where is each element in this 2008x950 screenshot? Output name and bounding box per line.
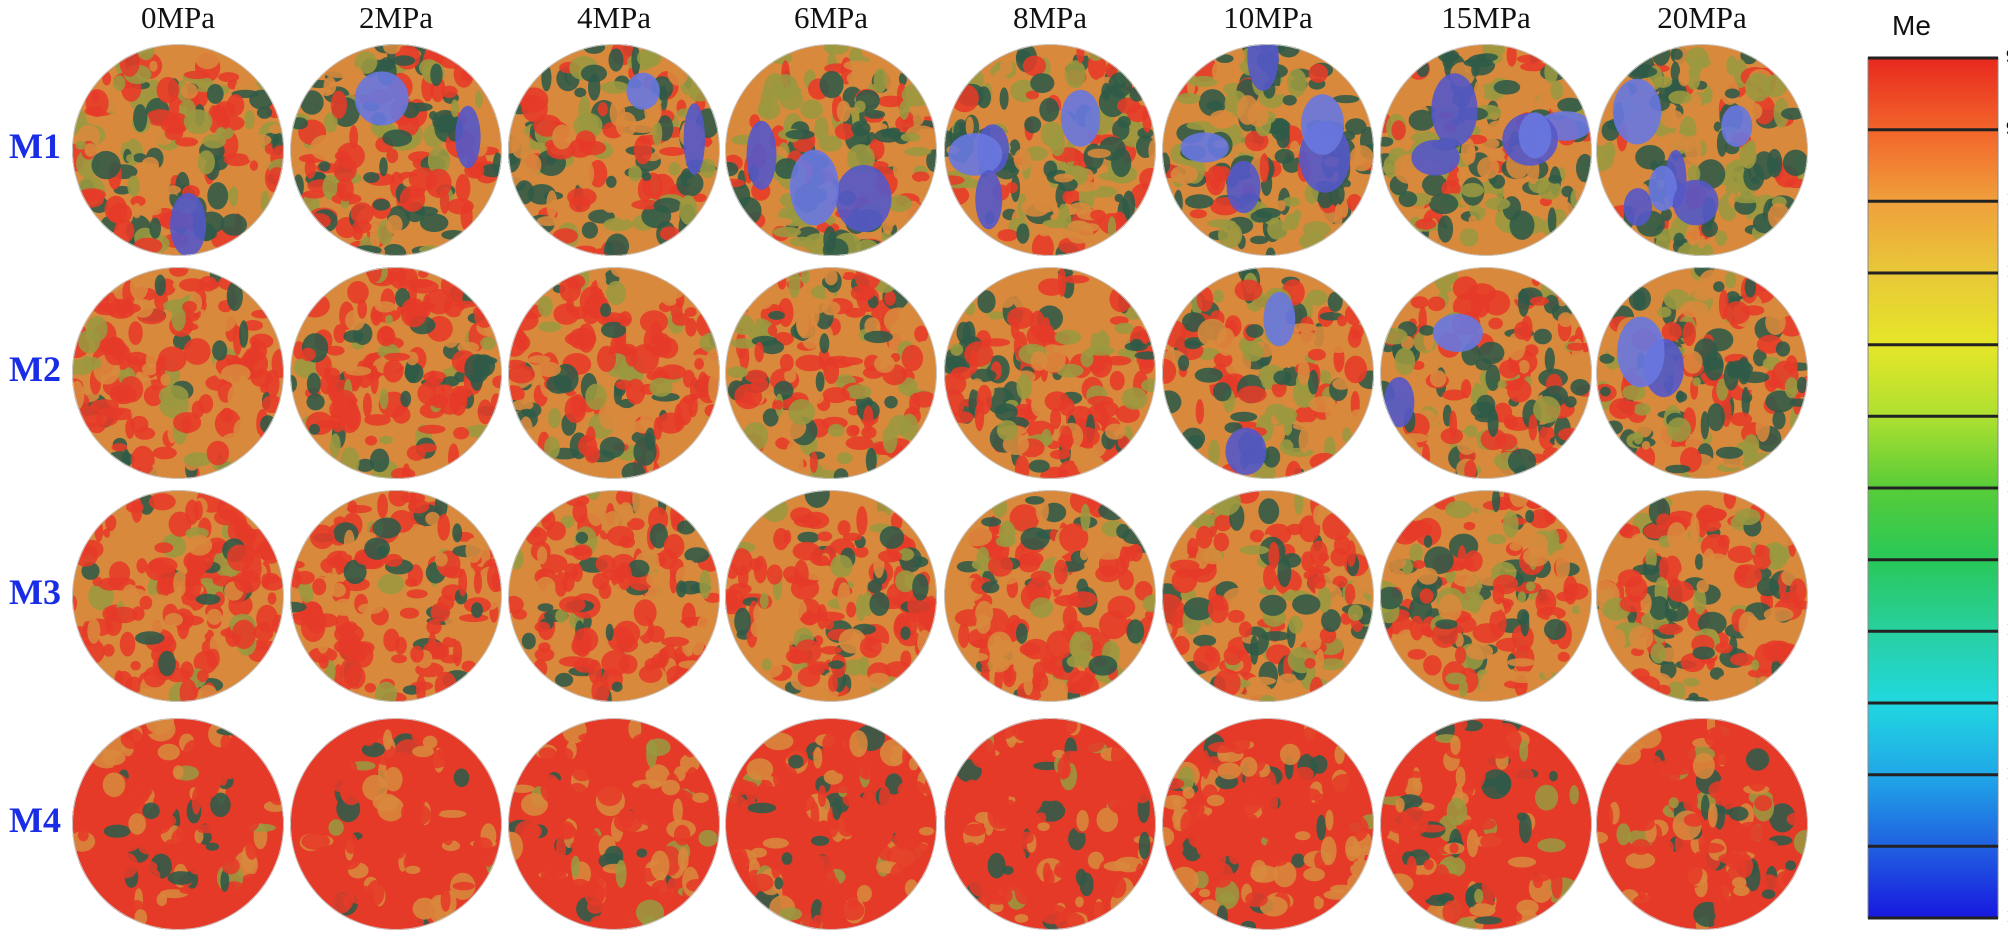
contour-disc-m4-6mpa — [725, 718, 937, 930]
contour-disc-m4-20mpa — [1596, 718, 1808, 930]
contour-disc-m2-8mpa — [944, 267, 1156, 479]
column-label-1: 2MPa — [358, 0, 434, 35]
legend-tick-label-0: 934.44 — [2006, 46, 2008, 68]
contour-disc-m3-8mpa — [944, 490, 1156, 702]
contour-disc-m3-2mpa — [290, 490, 502, 702]
contour-disc-m4-10mpa — [1162, 718, 1374, 930]
contour-disc-m3-20mpa — [1596, 490, 1808, 702]
contour-disc-m4-0mpa — [72, 718, 284, 930]
column-label-2: 4MPa — [576, 0, 652, 35]
contour-grid — [72, 44, 1808, 930]
column-label-7: 20MPa — [1657, 0, 1747, 35]
contour-disc-m3-15mpa — [1380, 490, 1592, 702]
contour-disc-m2-10mpa — [1162, 267, 1374, 479]
legend-tick-label-4: 1088.36 — [2006, 333, 2008, 355]
contour-disc-m3-6mpa — [725, 490, 937, 702]
legend-tick-label-10: 1319.24 — [2006, 763, 2008, 785]
legend-tick-label-8: 1242.28 — [2006, 619, 2008, 641]
contour-disc-m1-4mpa — [508, 44, 720, 256]
contour-disc-m2-4mpa — [508, 267, 720, 479]
contour-disc-m2-2mpa — [290, 267, 502, 479]
legend-tick-label-11: 1357.72 — [2006, 834, 2008, 856]
legend-tick-label-6: 1165.32 — [2006, 476, 2008, 498]
contour-disc-m4-4mpa — [508, 718, 720, 930]
contour-disc-m1-8mpa — [944, 44, 1156, 256]
legend-title: Me — [1892, 10, 1931, 41]
legend-tick-label-12: 1396.18 — [2006, 906, 2008, 928]
row-label-m3: M3 — [9, 572, 61, 612]
row-label-m1: M1 — [9, 126, 61, 166]
contour-disc-m3-0mpa — [72, 490, 284, 702]
contour-disc-m1-0mpa — [72, 44, 284, 256]
contour-disc-m2-0mpa — [72, 267, 284, 479]
column-label-6: 15MPa — [1441, 0, 1531, 35]
legend-tick-label-7: 1203.8 — [2006, 548, 2008, 570]
column-label-4: 8MPa — [1012, 0, 1088, 35]
column-label-0: 0MPa — [140, 0, 216, 35]
row-label-m4: M4 — [9, 800, 61, 840]
contour-disc-m3-10mpa — [1162, 490, 1374, 702]
contour-disc-m4-2mpa — [290, 718, 502, 930]
legend-tick-label-5: 1126.84 — [2006, 404, 2008, 426]
legend-tick-label-3: 1049.88 — [2006, 261, 2008, 283]
contour-disc-m4-15mpa — [1380, 718, 1592, 930]
contour-disc-m1-10mpa — [1162, 44, 1374, 256]
color-legend — [1867, 56, 1999, 920]
contour-disc-m1-6mpa — [725, 44, 937, 256]
contour-disc-m3-4mpa — [508, 490, 720, 702]
contour-disc-m2-15mpa — [1380, 267, 1592, 479]
row-label-m2: M2 — [9, 349, 61, 389]
legend-tick-label-2: 1011.4 — [2006, 189, 2008, 211]
legend-tick-label-1: 972.92 — [2006, 118, 2008, 140]
contour-disc-m1-20mpa — [1596, 44, 1808, 256]
contour-disc-m4-8mpa — [944, 718, 1156, 930]
column-label-5: 10MPa — [1223, 0, 1313, 35]
legend-tick-label-9: 1280.76 — [2006, 691, 2008, 713]
contour-disc-m1-15mpa — [1380, 44, 1592, 256]
contour-disc-m2-6mpa — [725, 267, 937, 479]
contour-disc-m2-20mpa — [1596, 267, 1808, 479]
contour-disc-m1-2mpa — [290, 44, 502, 256]
column-label-3: 6MPa — [793, 0, 869, 35]
